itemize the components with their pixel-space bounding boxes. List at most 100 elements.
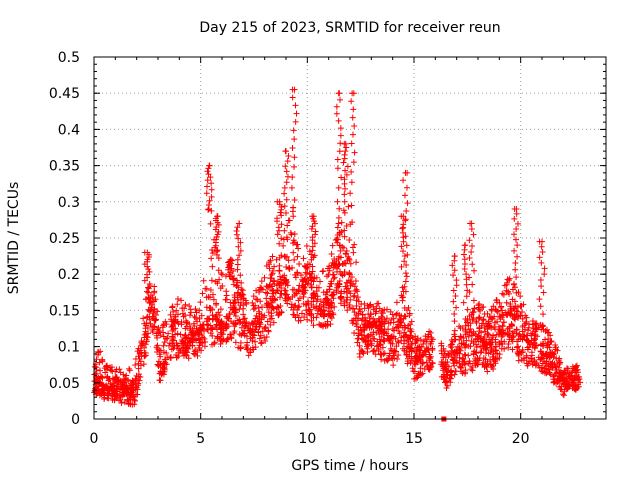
data-point — [419, 360, 426, 367]
data-point — [415, 353, 422, 360]
data-point — [488, 306, 495, 313]
data-point — [403, 262, 410, 269]
data-point — [453, 304, 460, 311]
data-point — [94, 385, 101, 392]
data-point — [285, 257, 292, 264]
data-point — [187, 312, 194, 319]
data-point — [334, 156, 341, 163]
data-point — [401, 192, 408, 199]
data-point — [223, 324, 230, 331]
data-point — [141, 344, 148, 351]
data-point — [350, 159, 357, 166]
data-point — [160, 342, 167, 349]
data-point — [256, 289, 263, 296]
data-point — [349, 90, 356, 97]
data-point — [290, 306, 297, 313]
data-point — [304, 316, 311, 323]
data-point — [348, 168, 355, 175]
data-point — [182, 318, 189, 325]
data-point — [376, 331, 383, 338]
data-point — [263, 295, 270, 302]
data-point — [326, 308, 333, 315]
data-point — [281, 203, 288, 210]
data-point — [439, 358, 446, 365]
data-point — [460, 251, 467, 258]
data-point — [311, 252, 318, 259]
data-point — [173, 354, 180, 361]
data-point — [351, 329, 358, 336]
data-point — [514, 344, 521, 351]
data-point — [303, 242, 310, 249]
data-point — [293, 110, 300, 117]
data-point — [218, 270, 225, 277]
data-point — [154, 326, 161, 333]
data-point — [283, 179, 290, 186]
data-point — [291, 136, 298, 143]
data-point — [451, 331, 458, 338]
data-point — [285, 217, 292, 224]
data-point — [282, 253, 289, 260]
data-point — [541, 271, 548, 278]
data-point — [337, 140, 344, 147]
data-point — [464, 287, 471, 294]
data-point — [338, 174, 345, 181]
data-point — [236, 252, 243, 259]
data-point — [342, 167, 349, 174]
data-point — [278, 204, 285, 211]
data-point — [346, 304, 353, 311]
data-point — [204, 321, 211, 328]
data-point — [182, 332, 189, 339]
data-point — [495, 331, 502, 338]
y-tick-label: 0.25 — [49, 231, 80, 247]
data-point — [487, 361, 494, 368]
data-point — [160, 333, 167, 340]
data-point — [196, 345, 203, 352]
data-point — [529, 361, 536, 368]
data-point — [351, 241, 358, 248]
data-point — [259, 286, 266, 293]
data-point — [291, 230, 298, 237]
data-point — [463, 281, 470, 288]
data-point — [419, 351, 426, 358]
data-point — [428, 334, 435, 341]
data-point — [490, 356, 497, 363]
data-point — [391, 327, 398, 334]
data-point — [205, 171, 212, 178]
data-point — [268, 271, 275, 278]
data-point — [404, 337, 411, 344]
data-point — [513, 206, 520, 213]
data-point — [413, 358, 420, 365]
data-point — [302, 269, 309, 276]
data-point — [450, 350, 457, 357]
data-point — [166, 342, 173, 349]
data-point — [292, 314, 299, 321]
data-point — [200, 277, 207, 284]
data-point — [522, 312, 529, 319]
data-point — [306, 308, 313, 315]
data-point — [509, 323, 516, 330]
data-point — [274, 278, 281, 285]
data-point — [547, 339, 554, 346]
data-point — [533, 325, 540, 332]
data-point — [484, 368, 491, 375]
data-point — [429, 336, 436, 343]
data-point — [328, 315, 335, 322]
data-point — [290, 249, 297, 256]
data-point — [413, 372, 420, 379]
data-point — [445, 352, 452, 359]
data-point — [345, 203, 352, 210]
data-point — [421, 365, 428, 372]
data-point — [447, 375, 454, 382]
data-point — [538, 243, 545, 250]
data-point — [277, 294, 284, 301]
data-point — [175, 320, 182, 327]
data-point — [308, 301, 315, 308]
data-point — [311, 240, 318, 247]
data-point — [287, 229, 294, 236]
data-point — [532, 336, 539, 343]
data-point — [299, 310, 306, 317]
data-point — [295, 304, 302, 311]
data-point — [561, 376, 568, 383]
data-point — [193, 325, 200, 332]
data-point — [290, 213, 297, 220]
